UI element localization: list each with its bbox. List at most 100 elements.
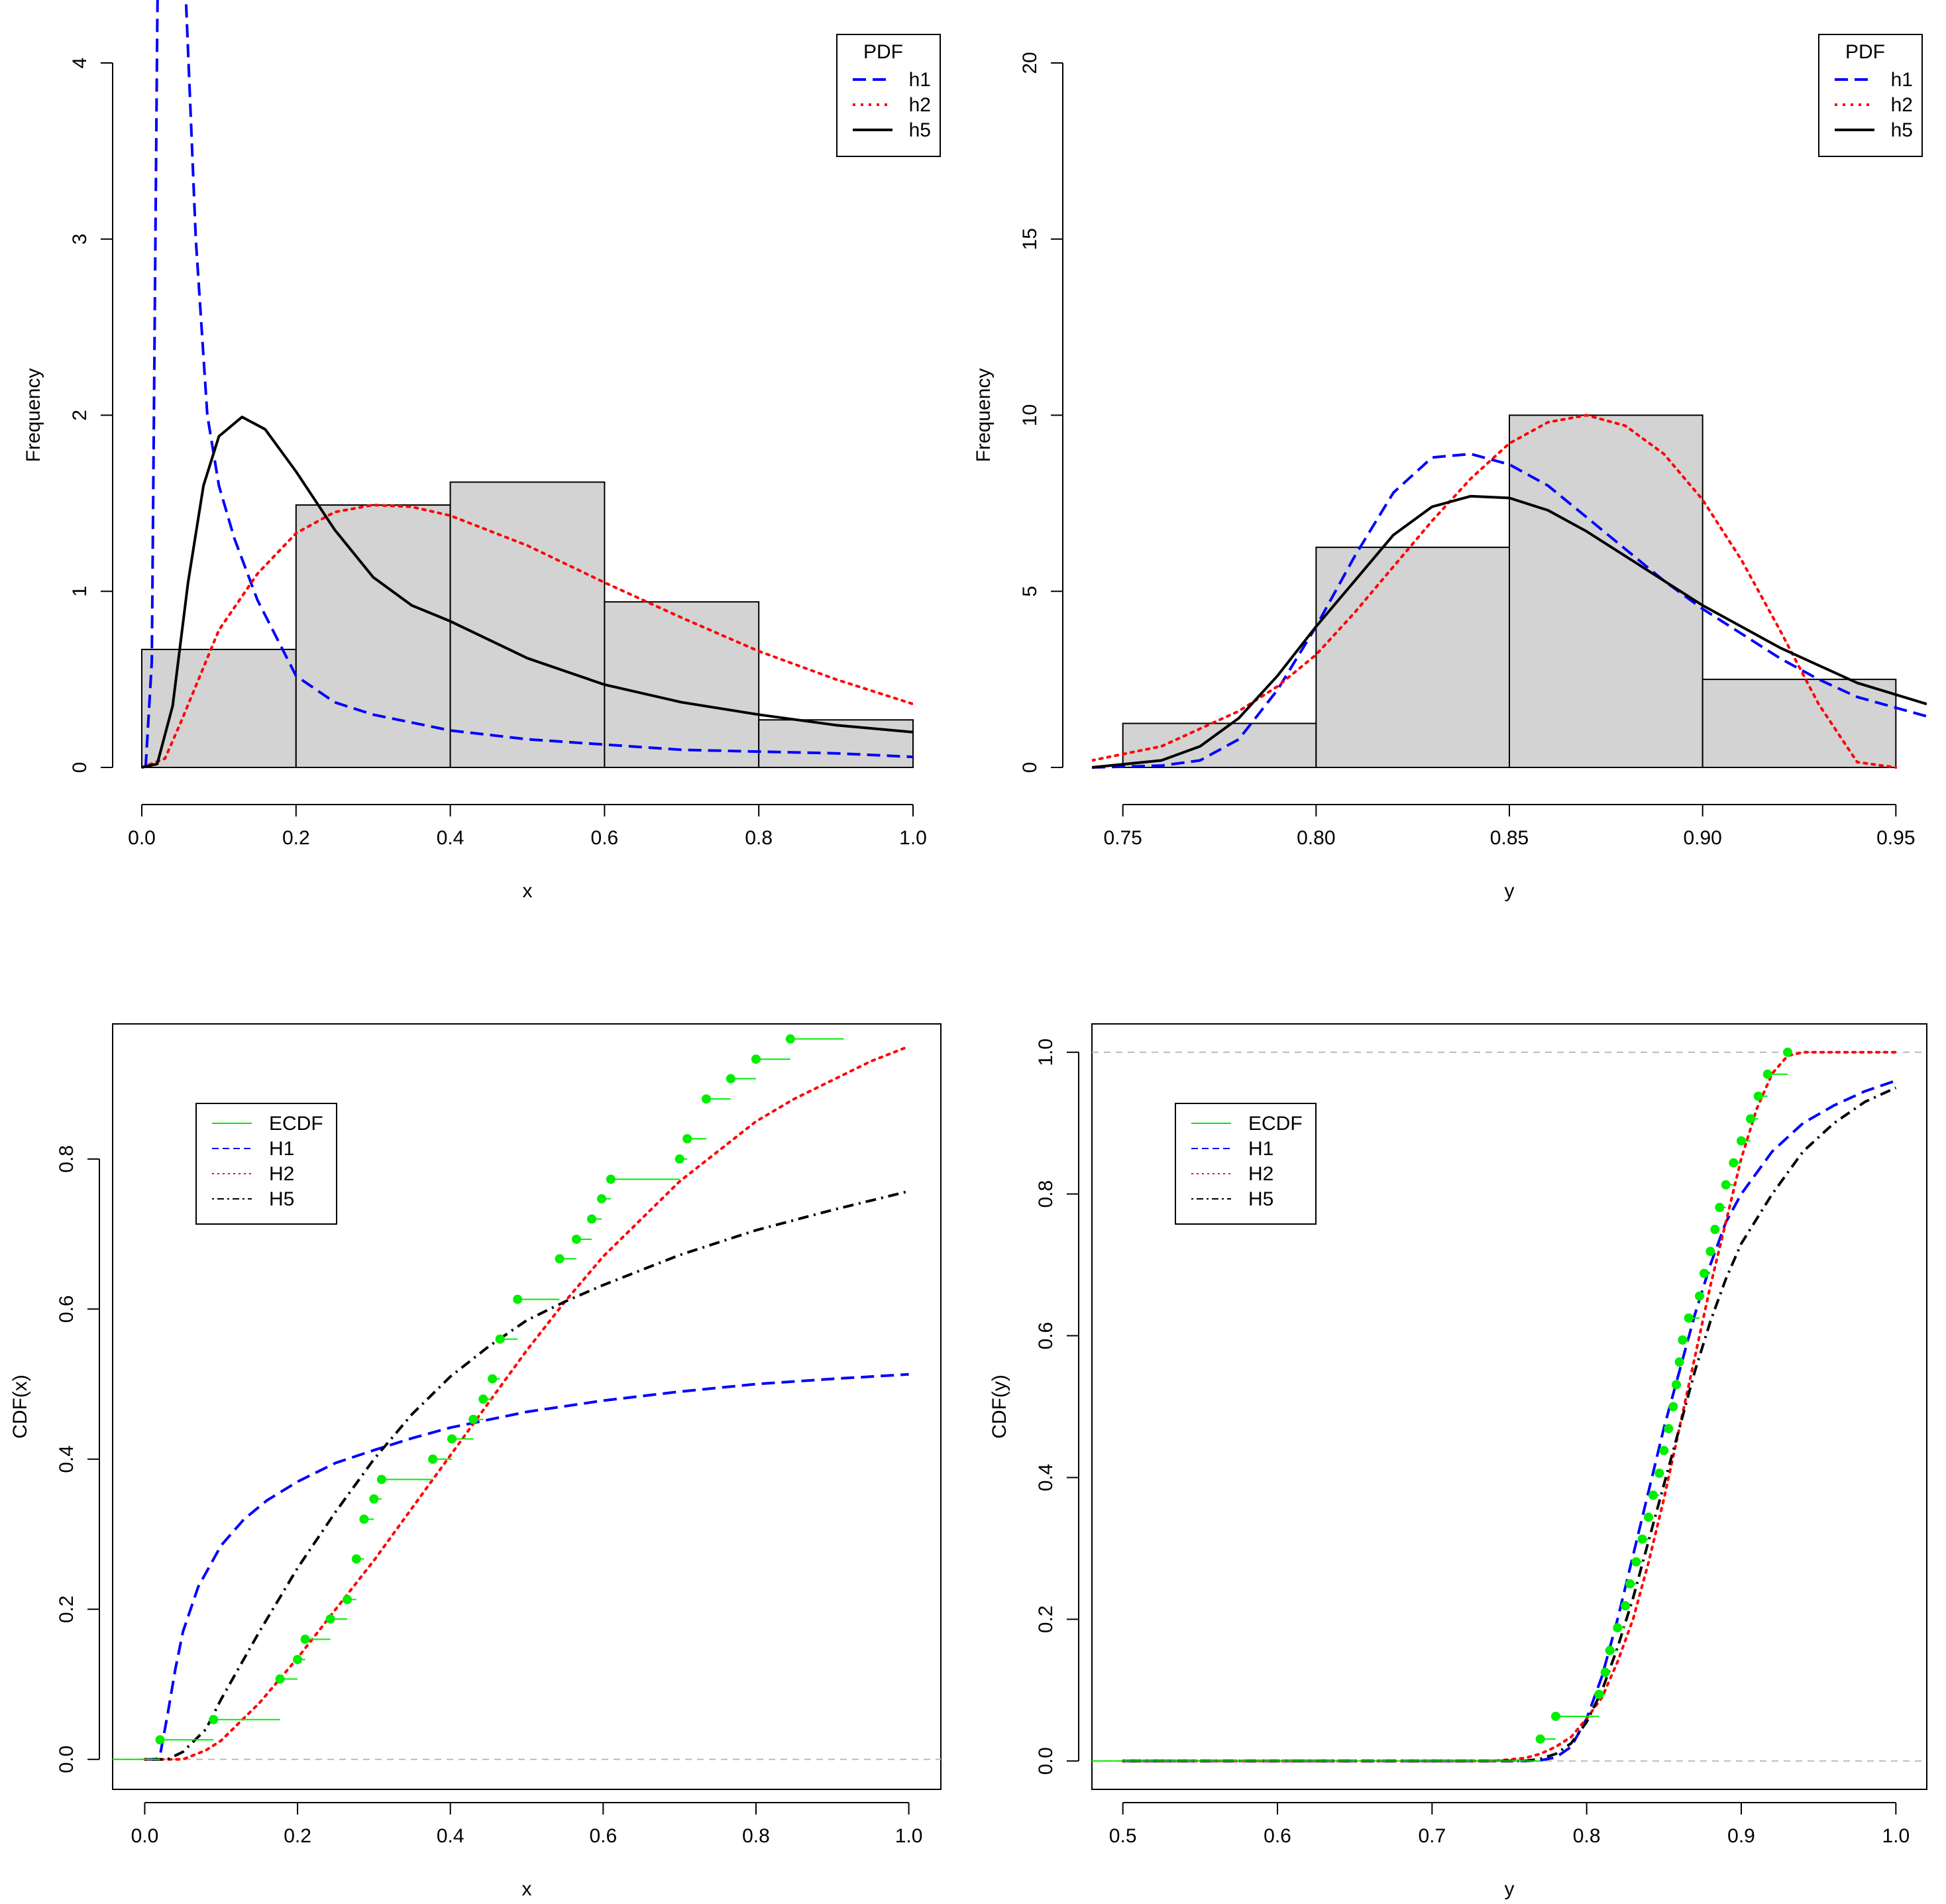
cdf_y-y-tick-label-5: 1.0 bbox=[1035, 1038, 1057, 1066]
cdf_y-x-tick-label-5: 1.0 bbox=[1882, 1825, 1910, 1847]
cdf_x-ecdf-point-13 bbox=[468, 1414, 478, 1424]
cdf_y-y-tick-label-0: 0.0 bbox=[1035, 1747, 1057, 1775]
cdf_y-x-tick-label-0: 0.5 bbox=[1109, 1825, 1137, 1847]
pdf_y-bar-3 bbox=[1702, 679, 1897, 768]
cdf_x-ecdf-point-1 bbox=[209, 1714, 219, 1724]
cdf_y-ecdf-point-27 bbox=[1737, 1136, 1746, 1146]
cdf_x-ecdf-point-24 bbox=[682, 1134, 692, 1144]
pdf_x-bar-4 bbox=[758, 719, 914, 769]
cdf_y-ecdf-point-24 bbox=[1715, 1202, 1725, 1212]
cdf_y-legend-label-ECDF: ECDF bbox=[1248, 1113, 1303, 1135]
cdf_x-ecdf-point-25 bbox=[701, 1094, 711, 1104]
pdf_y-y-tick-label-0: 0 bbox=[1019, 762, 1041, 773]
cdf_y-ecdf-point-16 bbox=[1672, 1380, 1681, 1390]
cdf_x-x-tick-label-5: 1.0 bbox=[895, 1825, 923, 1847]
pdf_y-x-tick-label-2: 0.85 bbox=[1490, 827, 1529, 849]
cdf_y-x-tick-label-3: 0.8 bbox=[1573, 1825, 1601, 1847]
cdf_x-ecdf-point-5 bbox=[325, 1614, 335, 1624]
cdf_y-ecdf-point-12 bbox=[1654, 1469, 1664, 1479]
pdf_y-legend-box bbox=[1818, 34, 1923, 157]
cdf_x-series-H1 bbox=[144, 1372, 909, 1761]
cdf_x-series-H5 bbox=[144, 1190, 910, 1761]
cdf_y-ecdf-point-30 bbox=[1762, 1069, 1772, 1079]
cdf_x-x-tick-label-3: 0.6 bbox=[589, 1825, 617, 1847]
cdf_y-ecdf-point-15 bbox=[1668, 1402, 1678, 1412]
pdf_x-bar-1 bbox=[295, 504, 451, 768]
pdf_x-series-h5 bbox=[142, 416, 913, 769]
cdf_x-legend: ECDF H1 H2 H5 bbox=[195, 1103, 337, 1225]
pdf_x-x-tick-label-4: 0.8 bbox=[745, 827, 773, 849]
cdf_x-ecdf-point-8 bbox=[359, 1514, 369, 1524]
pdf_y-legend: PDF h1 h2 h5 bbox=[1818, 34, 1923, 157]
pdf_y-y-tick-label-2: 10 bbox=[1019, 404, 1041, 426]
pdf_y-x-tick-label-0: 0.75 bbox=[1103, 827, 1142, 849]
cdf_y-ecdf-point-21 bbox=[1700, 1268, 1709, 1278]
pdf_x-x-tick-label-0: 0.0 bbox=[128, 827, 156, 849]
pdf_x-legend-label-h2: h2 bbox=[909, 94, 931, 116]
pdf_y-x-label: y bbox=[1505, 880, 1515, 902]
cdf_x-ecdf-point-18 bbox=[555, 1254, 565, 1264]
cdf_y-x-tick-label-2: 0.7 bbox=[1418, 1825, 1446, 1847]
pdf_y-panel: 0.75 0.80 0.85 0.90 0.95 0 5 10 15 20 y Frequency PD… bbox=[973, 34, 1927, 902]
cdf_y-ecdf-point-20 bbox=[1695, 1291, 1704, 1301]
cdf_x-ecdf-point-9 bbox=[369, 1494, 379, 1504]
pdf_x-x-tick-label-2: 0.4 bbox=[437, 827, 464, 849]
cdf_x-legend-label-H1: H1 bbox=[269, 1138, 294, 1160]
cdf_x-ecdf-point-0 bbox=[155, 1735, 165, 1745]
cdf_x-ecdf-point-22 bbox=[606, 1174, 616, 1184]
cdf_y-ecdf-point-17 bbox=[1674, 1357, 1684, 1367]
pdf_x-legend-title: PDF bbox=[863, 41, 903, 63]
cdf_y-ecdf-point-1 bbox=[1551, 1711, 1560, 1721]
cdf_x-x-tick-label-1: 0.2 bbox=[284, 1825, 311, 1847]
pdf_y-y-tick-label-1: 5 bbox=[1019, 586, 1041, 597]
cdf_y-series-H2 bbox=[1121, 1050, 1898, 1763]
cdf_x-frame bbox=[112, 1023, 942, 1790]
cdf_y-panel: 0.5 0.6 0.7 0.8 0.9 1.0 0.0 0.2 0.4 0.6 0.8 1.0 y CDF… bbox=[989, 1023, 1927, 1900]
cdf_x-ecdf-point-3 bbox=[293, 1655, 303, 1665]
cdf_y-ecdf-point-28 bbox=[1746, 1114, 1755, 1124]
cdf_y-y-tick-label-2: 0.4 bbox=[1035, 1464, 1057, 1492]
cdf_y-legend-label-H1: H1 bbox=[1248, 1138, 1273, 1160]
cdf_x-y-tick-label-3: 0.6 bbox=[56, 1295, 78, 1323]
pdf_y-bar-2 bbox=[1509, 414, 1703, 768]
cdf_x-panel: 0.0 0.2 0.4 0.6 0.8 1.0 0.0 0.2 0.4 0.6 0.8 x CDF(x)… bbox=[9, 1023, 942, 1900]
pdf_y-legend-label-h5: h5 bbox=[1891, 119, 1913, 141]
cdf_x-series-H2 bbox=[143, 1045, 910, 1761]
cdf_y-ecdf-point-25 bbox=[1721, 1180, 1731, 1190]
cdf_y-frame bbox=[1091, 1023, 1927, 1790]
cdf_y-x-tick-label-1: 0.6 bbox=[1264, 1825, 1291, 1847]
pdf_y-legend-title: PDF bbox=[1845, 41, 1885, 63]
cdf_x-y-tick-label-1: 0.2 bbox=[56, 1595, 78, 1623]
cdf_x-ecdf-point-28 bbox=[785, 1034, 795, 1044]
cdf_y-series-H5 bbox=[1122, 1086, 1897, 1763]
cdf_x-ecdf-point-4 bbox=[300, 1634, 310, 1644]
cdf_y-ecdf-point-18 bbox=[1678, 1335, 1688, 1345]
cdf_x-y-tick-label-0: 0.0 bbox=[56, 1746, 78, 1773]
cdf_x-ecdf-point-11 bbox=[428, 1454, 438, 1464]
cdf_y-ecdf-point-22 bbox=[1705, 1247, 1715, 1257]
cdf_y-ecdf-point-11 bbox=[1649, 1490, 1658, 1500]
cdf_y-series-H1 bbox=[1122, 1079, 1896, 1763]
cdf_y-ecdf-point-14 bbox=[1664, 1424, 1674, 1433]
cdf_x-ecdf-point-21 bbox=[597, 1194, 607, 1204]
cdf_x-ecdf-point-14 bbox=[478, 1394, 488, 1404]
pdf_x-y-tick-label-3: 3 bbox=[69, 233, 91, 245]
pdf_x-y-tick-label-1: 1 bbox=[69, 586, 91, 597]
cdf_y-ecdf-point-2 bbox=[1594, 1689, 1604, 1699]
pdf_x-x-tick-label-5: 1.0 bbox=[899, 827, 927, 849]
cdf_y-ecdf-point-29 bbox=[1753, 1092, 1763, 1101]
pdf_x-y-label: Frequency bbox=[23, 368, 44, 463]
cdf_y-ecdf-point-31 bbox=[1783, 1047, 1792, 1057]
cdf_y-legend-label-H2: H2 bbox=[1248, 1163, 1273, 1185]
pdf_x-series-h2 bbox=[142, 504, 913, 769]
cdf_y-ecdf-point-4 bbox=[1605, 1646, 1615, 1655]
cdf_y-ecdf-point-5 bbox=[1613, 1623, 1623, 1633]
pdf_y-bar-1 bbox=[1315, 546, 1511, 768]
pdf_x-legend: PDF h1 h2 h5 bbox=[836, 34, 941, 157]
cdf_y-ecdf-point-0 bbox=[1535, 1734, 1545, 1744]
pdf_x-y-tick-label-2: 2 bbox=[69, 410, 91, 421]
cdf_y-ecdf-point-3 bbox=[1600, 1667, 1610, 1677]
cdf_y-y-label: CDF(y) bbox=[989, 1374, 1010, 1439]
